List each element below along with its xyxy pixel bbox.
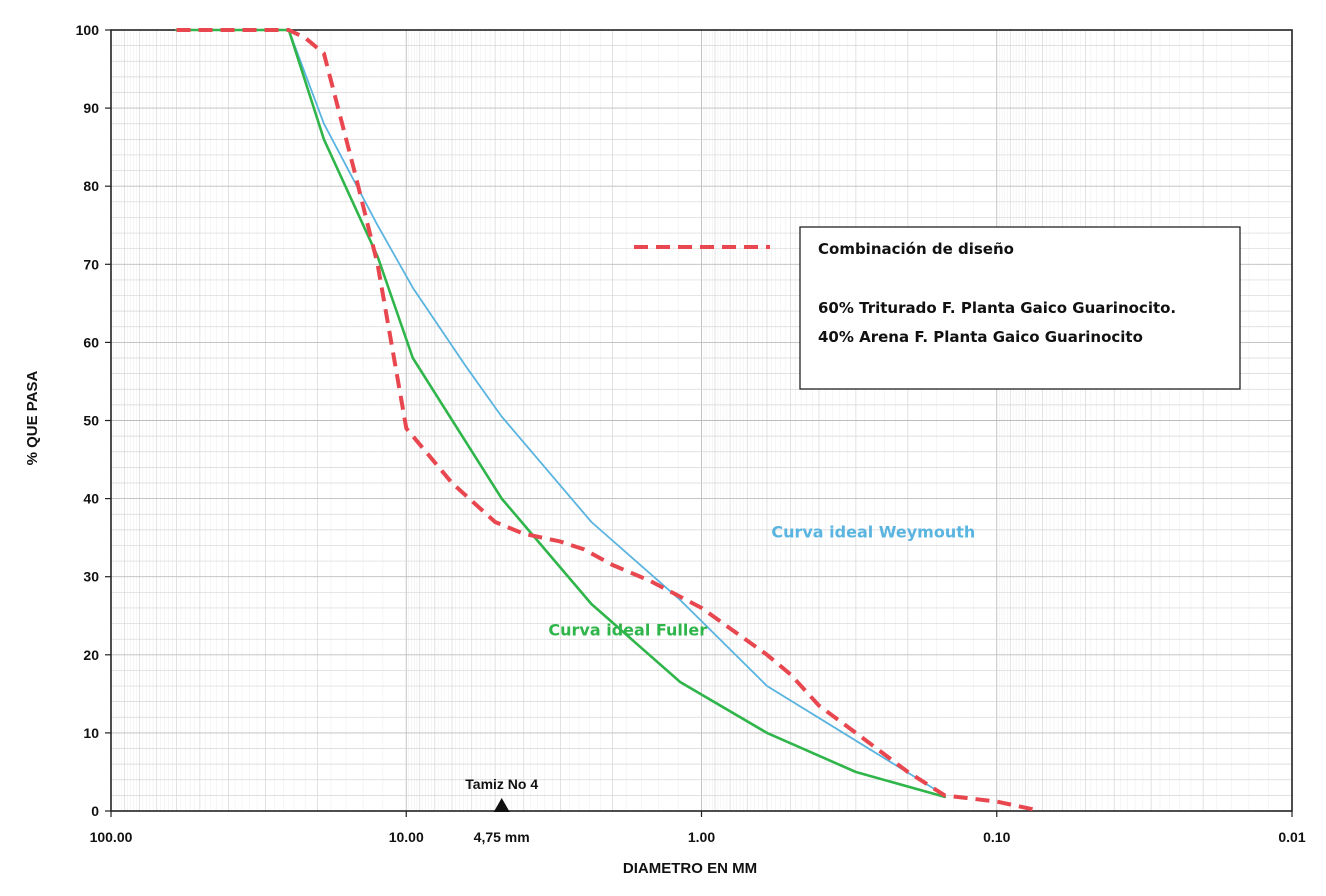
legend-box: Combinación de diseño 60% Triturado F. P…	[634, 226, 1241, 390]
y-tick-label: 0	[91, 803, 99, 819]
y-tick-label: 90	[83, 100, 99, 116]
annotation-1: Curva ideal Fuller	[548, 620, 707, 639]
annotation-0: Curva ideal Weymouth	[771, 523, 975, 542]
grid	[111, 30, 1293, 811]
x-axis-title: DIAMETRO EN MM	[623, 860, 757, 877]
y-tick-label: 70	[83, 256, 99, 272]
x-tick-label: 100.00	[90, 829, 133, 845]
marker-label-bottom: 4,75 mm	[474, 829, 530, 845]
y-tick-label: 50	[83, 413, 99, 429]
series-line-1	[175, 29, 946, 797]
legend-line-2: 40% Arena F. Planta Gaico Guarinocito	[818, 328, 1143, 346]
y-tick-label: 10	[83, 725, 99, 741]
legend-frame	[799, 226, 1241, 390]
x-tick-label: 0.01	[1278, 829, 1305, 845]
series-layer	[175, 28, 1035, 812]
x-tick-label: 0.10	[983, 829, 1010, 845]
y-tick-label: 30	[83, 569, 99, 585]
sieve-marker: Tamiz No 4 4,75 mm	[465, 776, 538, 845]
marker-label-top: Tamiz No 4	[465, 776, 538, 792]
legend-title: Combinación de diseño	[818, 240, 1014, 258]
annotations: Curva ideal Weymouth Curva ideal Fuller	[548, 523, 975, 640]
x-tick-label: 10.00	[389, 829, 424, 845]
y-tick-label: 100	[76, 22, 100, 38]
marker-triangle	[493, 798, 510, 812]
y-tick-label: 40	[83, 491, 99, 507]
x-tick-label: 1.00	[688, 829, 715, 845]
x-axis-ticks: 100.00 10.00 1.00 0.10 0.01	[90, 811, 1306, 845]
y-tick-label: 60	[83, 334, 99, 350]
y-axis-ticks: 0 10 20 30 40 50 60 70 80 90 100	[76, 22, 111, 819]
series-line-0	[176, 28, 1035, 812]
legend-line-1: 60% Triturado F. Planta Gaico Guarinocit…	[818, 299, 1176, 317]
series-line-2	[175, 28, 947, 799]
y-axis-title: % QUE PASA	[24, 370, 41, 465]
y-tick-label: 20	[83, 647, 99, 663]
y-tick-label: 80	[83, 178, 99, 194]
